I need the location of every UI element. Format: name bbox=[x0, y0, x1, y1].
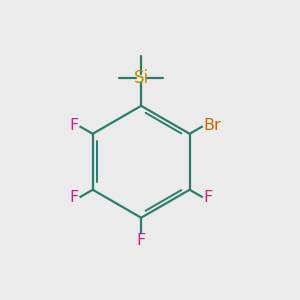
Text: F: F bbox=[136, 233, 146, 248]
Text: Si: Si bbox=[134, 69, 149, 87]
Text: F: F bbox=[203, 190, 213, 205]
Text: F: F bbox=[70, 190, 79, 205]
Text: F: F bbox=[70, 118, 79, 134]
Text: Br: Br bbox=[203, 118, 221, 133]
